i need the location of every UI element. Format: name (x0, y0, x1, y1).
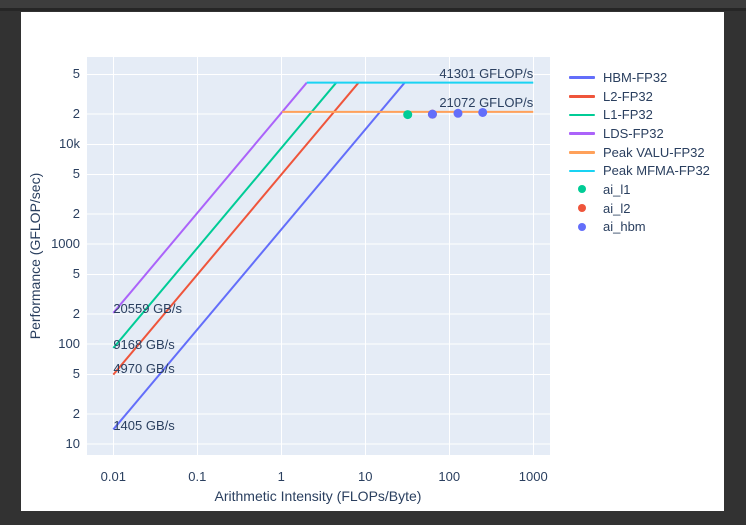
legend-label: HBM-FP32 (603, 69, 668, 85)
series-line-hbm-fp32[interactable] (112, 82, 406, 431)
legend-item-peak-mfma-fp32[interactable]: Peak MFMA-FP32 (569, 161, 710, 180)
legend-label: L2-FP32 (603, 88, 653, 104)
y-tick-label: 5 (72, 66, 80, 82)
x-tick-label: 1 (277, 469, 285, 484)
y-tick-label: 2 (72, 406, 80, 422)
legend-item-l1-fp32[interactable]: L1-FP32 (569, 105, 710, 124)
legend: HBM-FP32 L2-FP32 L1-FP32 LDS-FP32 Peak VALU-… (569, 68, 710, 236)
legend-line-swatch-icon (569, 164, 595, 178)
legend-label: ai_hbm (603, 219, 646, 235)
x-tick-label: 10 (358, 469, 373, 484)
swatch-shape (578, 204, 586, 213)
y-tick-label: 10 (65, 436, 80, 452)
y-axis-title: Performance (GFLOP/sec) (27, 172, 43, 340)
annotation-20559-gb-s: 20559 GB/s (113, 301, 182, 316)
y-tick-label: 2 (72, 206, 80, 222)
series-line-l2-fp32[interactable] (112, 82, 360, 376)
legend-line-swatch-icon (569, 108, 595, 122)
series-line-lds-fp32[interactable] (112, 82, 308, 314)
swatch-shape (569, 113, 595, 117)
swatch-shape (569, 151, 595, 154)
scatter-point-ai_hbm[interactable] (453, 108, 463, 118)
x-tick-label: 0.1 (188, 469, 207, 484)
x-tick-label: 1000 (518, 469, 548, 484)
y-tick-label: 10k (59, 136, 80, 152)
legend-item-l2-fp32[interactable]: L2-FP32 (569, 87, 710, 106)
y-tick-label: 5 (72, 166, 80, 182)
x-tick-label: 100 (438, 469, 461, 484)
swatch-shape (569, 132, 595, 135)
swatch-shape (569, 76, 595, 79)
legend-item-lds-fp32[interactable]: LDS-FP32 (569, 124, 710, 143)
legend-dot-swatch-icon (569, 201, 595, 215)
window-top-bar (0, 0, 746, 11)
swatch-shape (569, 169, 595, 173)
plot-canvas[interactable] (87, 57, 550, 455)
legend-line-swatch-icon (569, 126, 595, 140)
y-tick-label: 2 (72, 306, 80, 322)
legend-item-ai-hbm[interactable]: ai_hbm (569, 218, 710, 237)
legend-line-swatch-icon (569, 89, 595, 103)
y-tick-label: 1000 (51, 236, 80, 252)
scatter-point-ai_l1[interactable] (403, 110, 413, 120)
legend-line-swatch-icon (569, 145, 595, 159)
y-tick-label: 2 (72, 106, 80, 122)
legend-line-swatch-icon (569, 70, 595, 84)
legend-label: Peak MFMA-FP32 (603, 163, 710, 179)
annotation-4970-gb-s: 4970 GB/s (113, 360, 175, 376)
annotation-21072-gflop-s: 21072 GFLOP/s (439, 94, 534, 110)
legend-label: LDS-FP32 (603, 125, 664, 141)
legend-item-ai-l1[interactable]: ai_l1 (569, 180, 710, 199)
annotation-41301-gflop-s: 41301 GFLOP/s (439, 66, 534, 82)
swatch-shape (569, 95, 595, 98)
x-tick-label: 0.01 (100, 469, 126, 484)
annotation-1405-gb-s: 1405 GB/s (113, 418, 175, 434)
chart-card: 41301 GFLOP/s 21072 GFLOP/s 20559 GB/s 9168… (21, 12, 724, 511)
y-tick-label: 5 (72, 266, 80, 282)
legend-dot-swatch-icon (569, 182, 595, 196)
legend-item-hbm-fp32[interactable]: HBM-FP32 (569, 68, 710, 87)
x-axis-title: Arithmetic Intensity (FLOPs/Byte) (214, 488, 422, 504)
y-tick-label: 5 (72, 366, 80, 382)
scatter-point-ai_hbm[interactable] (427, 109, 437, 119)
legend-item-peak-valu-fp32[interactable]: Peak VALU-FP32 (569, 143, 710, 162)
legend-label: ai_l1 (603, 181, 631, 197)
y-tick-label: 100 (58, 336, 80, 352)
swatch-shape (578, 222, 586, 231)
swatch-shape (578, 185, 586, 194)
annotation-9168-gb-s: 9168 GB/s (113, 337, 175, 353)
scatter-point-ai_hbm[interactable] (478, 107, 488, 117)
series-line-l1-fp32[interactable] (112, 82, 337, 349)
legend-dot-swatch-icon (569, 220, 595, 234)
legend-item-ai-l2[interactable]: ai_l2 (569, 199, 710, 218)
legend-label: ai_l2 (603, 200, 631, 216)
plot-area[interactable]: 41301 GFLOP/s 21072 GFLOP/s 20559 GB/s 9168… (87, 57, 550, 455)
legend-label: Peak VALU-FP32 (603, 144, 705, 160)
legend-label: L1-FP32 (603, 107, 653, 123)
